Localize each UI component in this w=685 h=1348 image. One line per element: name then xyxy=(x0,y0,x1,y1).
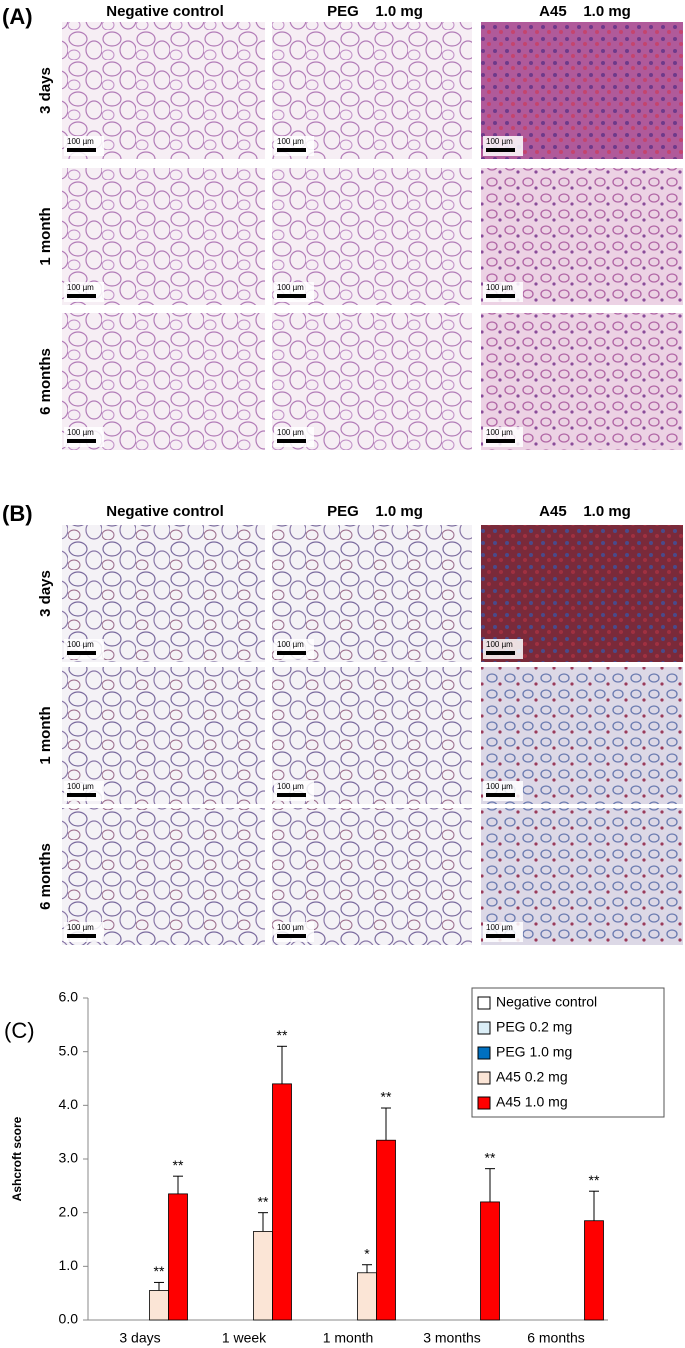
legend-label: Negative control xyxy=(496,994,597,1010)
bar xyxy=(480,1201,500,1321)
row-label: 6 months xyxy=(37,348,54,415)
column-header: PEG 1.0 mg xyxy=(327,3,423,20)
x-tick-label: 3 months xyxy=(423,1330,481,1346)
y-axis-title: Ashcroft score xyxy=(10,1116,24,1201)
scale-bar-label: 100 µm xyxy=(67,137,94,146)
scale-bar-label: 100 µm xyxy=(486,923,513,932)
row-label: 3 days xyxy=(37,67,54,114)
scale-bar-label: 100 µm xyxy=(486,782,513,791)
significance: ** xyxy=(154,1263,165,1279)
scale-bar xyxy=(486,934,515,938)
column-header: A45 1.0 mg xyxy=(539,503,631,520)
scale-bar xyxy=(67,294,96,298)
significance: ** xyxy=(381,1089,392,1105)
scale-bar-label: 100 µm xyxy=(67,923,94,932)
bar xyxy=(253,1231,273,1321)
bar xyxy=(168,1193,188,1321)
y-tick-label: 0.0 xyxy=(59,1311,79,1327)
scale-bar xyxy=(486,148,515,152)
scale-bar-label: 100 µm xyxy=(67,428,94,437)
scale-bar xyxy=(277,439,306,443)
legend-label: PEG 0.2 mg xyxy=(496,1019,572,1035)
column-header: A45 1.0 mg xyxy=(539,3,631,20)
legend-swatch xyxy=(477,1021,491,1035)
scale-bar xyxy=(486,439,515,443)
scale-bar-label: 100 µm xyxy=(486,283,513,292)
significance: ** xyxy=(485,1149,496,1165)
x-tick-label: 3 days xyxy=(119,1330,160,1346)
scale-bar-label: 100 µm xyxy=(277,640,304,649)
scale-bar xyxy=(486,793,515,797)
panel-label: (B) xyxy=(2,501,33,526)
scale-bar xyxy=(67,439,96,443)
y-tick-label: 6.0 xyxy=(59,989,79,1005)
scale-bar xyxy=(277,148,306,152)
scale-bar-label: 100 µm xyxy=(486,137,513,146)
significance: ** xyxy=(173,1157,184,1173)
x-tick-label: 1 month xyxy=(323,1330,374,1346)
significance: * xyxy=(364,1245,370,1261)
row-label: 1 month xyxy=(37,706,54,764)
bar xyxy=(376,1139,396,1321)
scale-bar-label: 100 µm xyxy=(486,640,513,649)
x-tick-label: 6 months xyxy=(527,1330,585,1346)
scale-bar-label: 100 µm xyxy=(277,923,304,932)
scale-bar xyxy=(486,294,515,298)
scale-bar xyxy=(67,651,96,655)
column-header: PEG 1.0 mg xyxy=(327,503,423,520)
scale-bar-label: 100 µm xyxy=(277,428,304,437)
panel-label: (C) xyxy=(4,1018,35,1043)
row-label: 1 month xyxy=(37,207,54,265)
y-tick-label: 3.0 xyxy=(59,1150,79,1166)
scale-bar-label: 100 µm xyxy=(67,283,94,292)
scale-bar xyxy=(277,651,306,655)
bar xyxy=(149,1290,169,1321)
scale-bar xyxy=(67,148,96,152)
scale-bar xyxy=(277,294,306,298)
scale-bar xyxy=(277,793,306,797)
legend-swatch xyxy=(477,1096,491,1110)
scale-bar xyxy=(67,793,96,797)
scale-bar xyxy=(277,934,306,938)
legend-label: PEG 1.0 mg xyxy=(496,1044,572,1060)
bar xyxy=(584,1220,604,1321)
scale-bar-label: 100 µm xyxy=(277,283,304,292)
legend-label: A45 0.2 mg xyxy=(496,1069,568,1085)
scale-bar xyxy=(486,651,515,655)
significance: ** xyxy=(277,1027,288,1043)
panel-label: (A) xyxy=(2,4,33,29)
row-label: 6 months xyxy=(37,843,54,910)
legend-swatch xyxy=(477,996,491,1010)
column-header: Negative control xyxy=(106,3,224,20)
scale-bar-label: 100 µm xyxy=(486,428,513,437)
scale-bar xyxy=(67,934,96,938)
column-header: Negative control xyxy=(106,503,224,520)
significance: ** xyxy=(258,1193,269,1209)
x-tick-label: 1 week xyxy=(222,1330,267,1346)
legend-label: A45 1.0 mg xyxy=(496,1094,568,1110)
row-label: 3 days xyxy=(37,570,54,617)
scale-bar-label: 100 µm xyxy=(67,782,94,791)
scale-bar-label: 100 µm xyxy=(67,640,94,649)
legend-box xyxy=(471,987,665,1118)
y-tick-label: 1.0 xyxy=(59,1257,79,1273)
bar xyxy=(357,1272,377,1321)
scale-bar-label: 100 µm xyxy=(277,782,304,791)
legend-swatch xyxy=(477,1046,491,1060)
y-tick-label: 4.0 xyxy=(59,1096,79,1112)
y-tick-label: 5.0 xyxy=(59,1042,79,1058)
bar xyxy=(272,1083,292,1321)
significance: ** xyxy=(589,1172,600,1188)
legend-swatch xyxy=(477,1071,491,1085)
scale-bar-label: 100 µm xyxy=(277,137,304,146)
y-tick-label: 2.0 xyxy=(59,1203,79,1219)
